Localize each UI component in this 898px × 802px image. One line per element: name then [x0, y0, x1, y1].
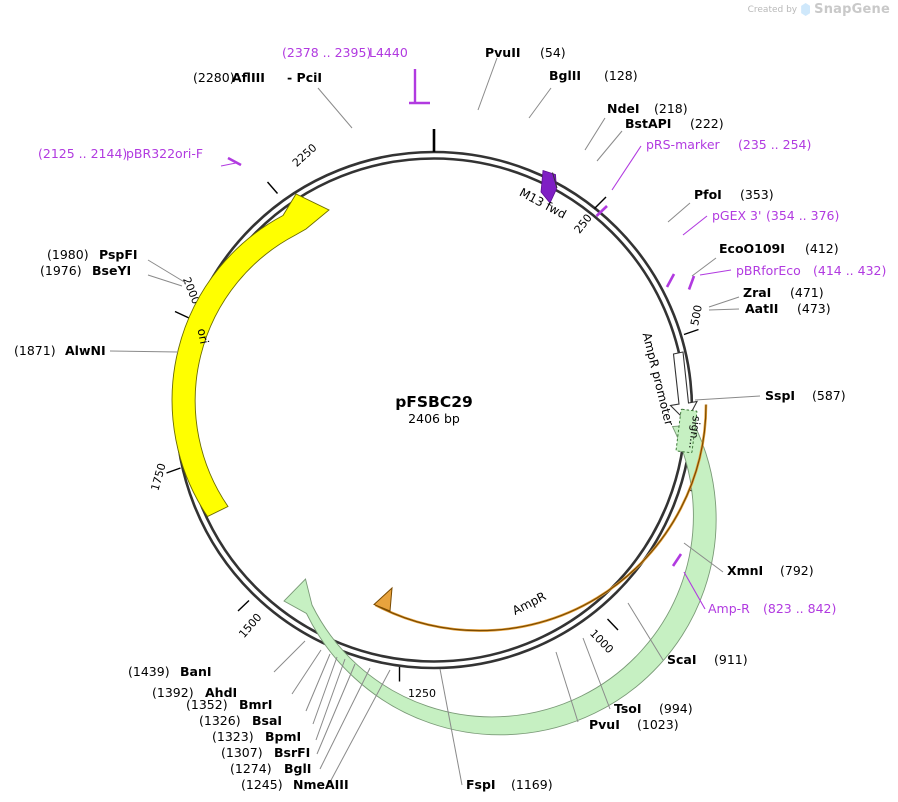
enzyme-pos-fspI: (1169) — [511, 777, 553, 792]
enzyme-name-pvuII: PvuII — [485, 45, 521, 60]
enzyme-name-zraI: ZraI — [743, 285, 771, 300]
primer-name-pbr322ori-f: pBR322ori-F — [126, 146, 203, 161]
primer-range-pbrforeco: (414 .. 432) — [813, 263, 886, 278]
enzyme-name-xmnI: XmnI — [727, 563, 763, 578]
enzyme-pos-aatII: (473) — [797, 301, 831, 316]
enzyme-pos-ecoO109I: (412) — [805, 241, 839, 256]
feature-ampr: AmpR — [283, 424, 717, 736]
created-by-label: Created by — [747, 4, 798, 15]
enzyme-pos-bglII: (128) — [604, 68, 638, 83]
enzyme-pos-pspFI: (1980) — [47, 247, 89, 262]
snapgene-logo-icon — [801, 3, 811, 16]
enzyme-pos-bstAPI: (222) — [690, 116, 724, 131]
enzyme-name-bstAPI: BstAPI — [625, 116, 671, 131]
plasmid-name: pFSBC29 — [395, 393, 473, 411]
enzyme-pos-alwNI: (1871) — [14, 343, 56, 358]
primer-name-l4440: L4440 — [369, 45, 408, 60]
feature-m13-fwd: M13 fwd — [517, 169, 569, 222]
primer-range-l4440: (2378 .. 2395) — [282, 45, 371, 60]
enzyme-pos-zraI: (471) — [790, 285, 824, 300]
enzyme-pos-scaI: (911) — [714, 652, 748, 667]
enzyme-pos-sspI: (587) — [812, 388, 846, 403]
primer-mark-pgex3 — [665, 273, 676, 288]
primer-site-marks — [227, 69, 696, 567]
enzyme-name-sspI: SspI — [765, 388, 795, 403]
enzyme-name-tsoI: TsoI — [614, 701, 642, 716]
enzyme-pos-pvuI: (1023) — [637, 717, 679, 732]
primer-leader-lines — [220, 145, 732, 610]
enzyme-pos-tsoI: (994) — [659, 701, 693, 716]
primer-name-amp-r: Amp-R — [708, 601, 750, 616]
tick-label-2250: 2250 — [290, 141, 320, 169]
enzyme-name-banI: BanI — [180, 664, 212, 679]
feature-ampr-cds — [373, 404, 708, 632]
primer-mark-pbrforeco — [687, 275, 696, 290]
enzyme-pos-banI: (1439) — [128, 664, 170, 679]
enzyme-name-bsrFI: BsrFI — [274, 745, 310, 760]
primer-name-pbrforeco: pBRforEco — [736, 263, 801, 278]
tick-label-1250: 1250 — [408, 687, 436, 700]
feature-label-ampr-promoter: AmpR promoter — [640, 331, 677, 427]
enzyme-name-bpmI: BpmI — [265, 729, 301, 744]
primer-range-pbr322ori-f: (2125 .. 2144) — [38, 146, 127, 161]
enzyme-name-pvuI: PvuI — [589, 717, 620, 732]
feature-label-signal-peptide: sign... — [686, 415, 703, 450]
tick-label-1750: 1750 — [149, 462, 169, 492]
enzyme-name-alwNI: AlwNI — [65, 343, 106, 358]
enzyme-name-fspI: FspI — [466, 777, 496, 792]
enzyme-name-scaI: ScaI — [667, 652, 697, 667]
snapgene-watermark: Created by SnapGene — [748, 2, 890, 17]
feature-label-ori: ori — [195, 327, 212, 345]
primer-mark-prs-marker — [595, 205, 608, 217]
primer-mark-pbr322ori-f — [227, 156, 242, 167]
enzyme-name-ahdI: AhdI — [205, 685, 237, 700]
enzyme-name-bglI: BglI — [284, 761, 311, 776]
enzyme-pos-aflIII: (2280) — [193, 70, 235, 85]
feature-ori: ori — [171, 193, 330, 518]
feature-signal-peptide: sign... — [675, 408, 703, 454]
enzyme-pos-nmeAIII: (1245) — [241, 777, 283, 792]
tick-label-1000: 1000 — [587, 627, 616, 656]
primer-range-prs-marker: (235 .. 254) — [738, 137, 811, 152]
enzyme-pos-bseYI: (1976) — [40, 263, 82, 278]
leader-lines — [109, 57, 761, 786]
enzyme-pos-bglI: (1274) — [230, 761, 272, 776]
enzyme-name-ndeI: NdeI — [607, 101, 640, 116]
primer-mark-amp-r — [671, 553, 683, 567]
enzyme-pos-bmrI: (1352) — [186, 697, 228, 712]
enzyme-pos-pvuII: (54) — [540, 45, 566, 60]
enzyme-name-ecoO109I: EcoO109I — [719, 241, 785, 256]
enzyme-name-bglII: BglII — [549, 68, 581, 83]
primer-range-amp-r: (823 .. 842) — [763, 601, 836, 616]
enzyme-name-bmrI: BmrI — [239, 697, 272, 712]
primer-name-pgex3: pGEX 3' — [712, 208, 761, 223]
enzyme-pos-ndeI: (218) — [654, 101, 688, 116]
enzyme-pos-bsrFI: (1307) — [221, 745, 263, 760]
enzyme-name-bseYI: BseYI — [92, 263, 131, 278]
enzyme-pos-pfoI: (353) — [740, 187, 774, 202]
enzyme-name-pfoI: PfoI — [694, 187, 722, 202]
enzyme-name-pspFI: PspFI — [99, 247, 138, 262]
enzyme-name-aflIII: AflIII — [232, 70, 265, 85]
primer-mark-l4440 — [409, 69, 430, 105]
tick-label-500: 500 — [688, 304, 705, 327]
enzyme-pos-ahdI: (1392) — [152, 685, 194, 700]
primer-range-pgex3: (354 .. 376) — [766, 208, 839, 223]
enzyme-pos-xmnI: (792) — [780, 563, 814, 578]
feature-label-ampr: AmpR — [510, 589, 548, 618]
enzyme-name-bsaI: BsaI — [252, 713, 282, 728]
snapgene-brand-label: SnapGene — [814, 2, 890, 17]
tick-label-1500: 1500 — [236, 611, 264, 641]
plasmid-size: 2406 bp — [408, 411, 460, 426]
enzyme-alias-pciI: - PciI — [287, 70, 322, 85]
enzyme-pos-bsaI: (1326) — [199, 713, 241, 728]
enzyme-name-nmeAIII: NmeAIII — [293, 777, 349, 792]
primer-name-prs-marker: pRS-marker — [646, 137, 721, 152]
enzyme-name-aatII: AatII — [745, 301, 778, 316]
enzyme-pos-bpmI: (1323) — [212, 729, 254, 744]
